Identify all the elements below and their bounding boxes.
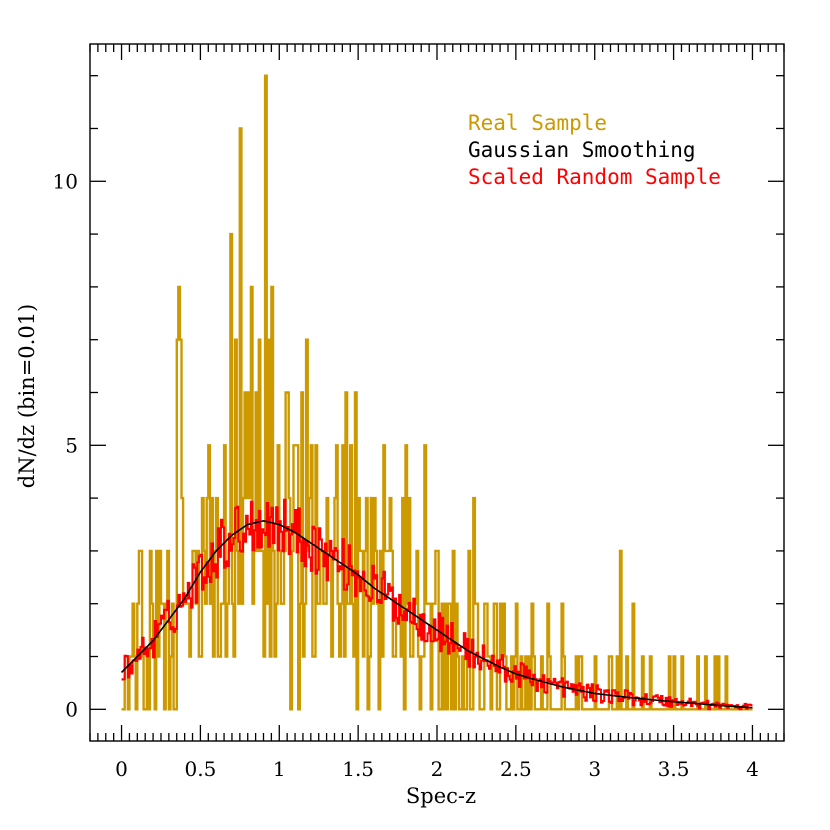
y-axis-label: dN/dz (bin=0.01) — [15, 304, 39, 489]
gaussian-smoothing-line — [120, 519, 753, 709]
x-tick-label: 0.5 — [185, 757, 217, 781]
y-tick-label: 5 — [65, 433, 78, 457]
x-tick-label: 3 — [588, 757, 601, 781]
legend-gaussian-smoothing: Gaussian Smoothing — [468, 138, 696, 162]
x-tick-label: 1.5 — [342, 757, 374, 781]
legend-scaled-random-sample: Scaled Random Sample — [468, 165, 721, 189]
x-tick-label: 2.5 — [500, 757, 532, 781]
legend-real-sample: Real Sample — [468, 111, 607, 135]
real-sample-steps — [121, 74, 753, 711]
y-tick-label: 10 — [53, 169, 78, 193]
gaussian-smoothing-path — [120, 519, 753, 709]
axes: 0 0.5 1 1.5 2 2.5 3 3.5 4 0 5 10 — [53, 44, 785, 781]
y-tick-label: 0 — [65, 697, 78, 721]
x-tick-label: 0 — [115, 757, 128, 781]
x-tick-label: 2 — [431, 757, 444, 781]
x-tick-label: 4 — [746, 757, 759, 781]
x-tick-label: 1 — [273, 757, 286, 781]
x-axis-label: Spec-z — [406, 784, 476, 808]
x-tick-label: 3.5 — [658, 757, 690, 781]
real-sample-histogram — [121, 74, 753, 711]
